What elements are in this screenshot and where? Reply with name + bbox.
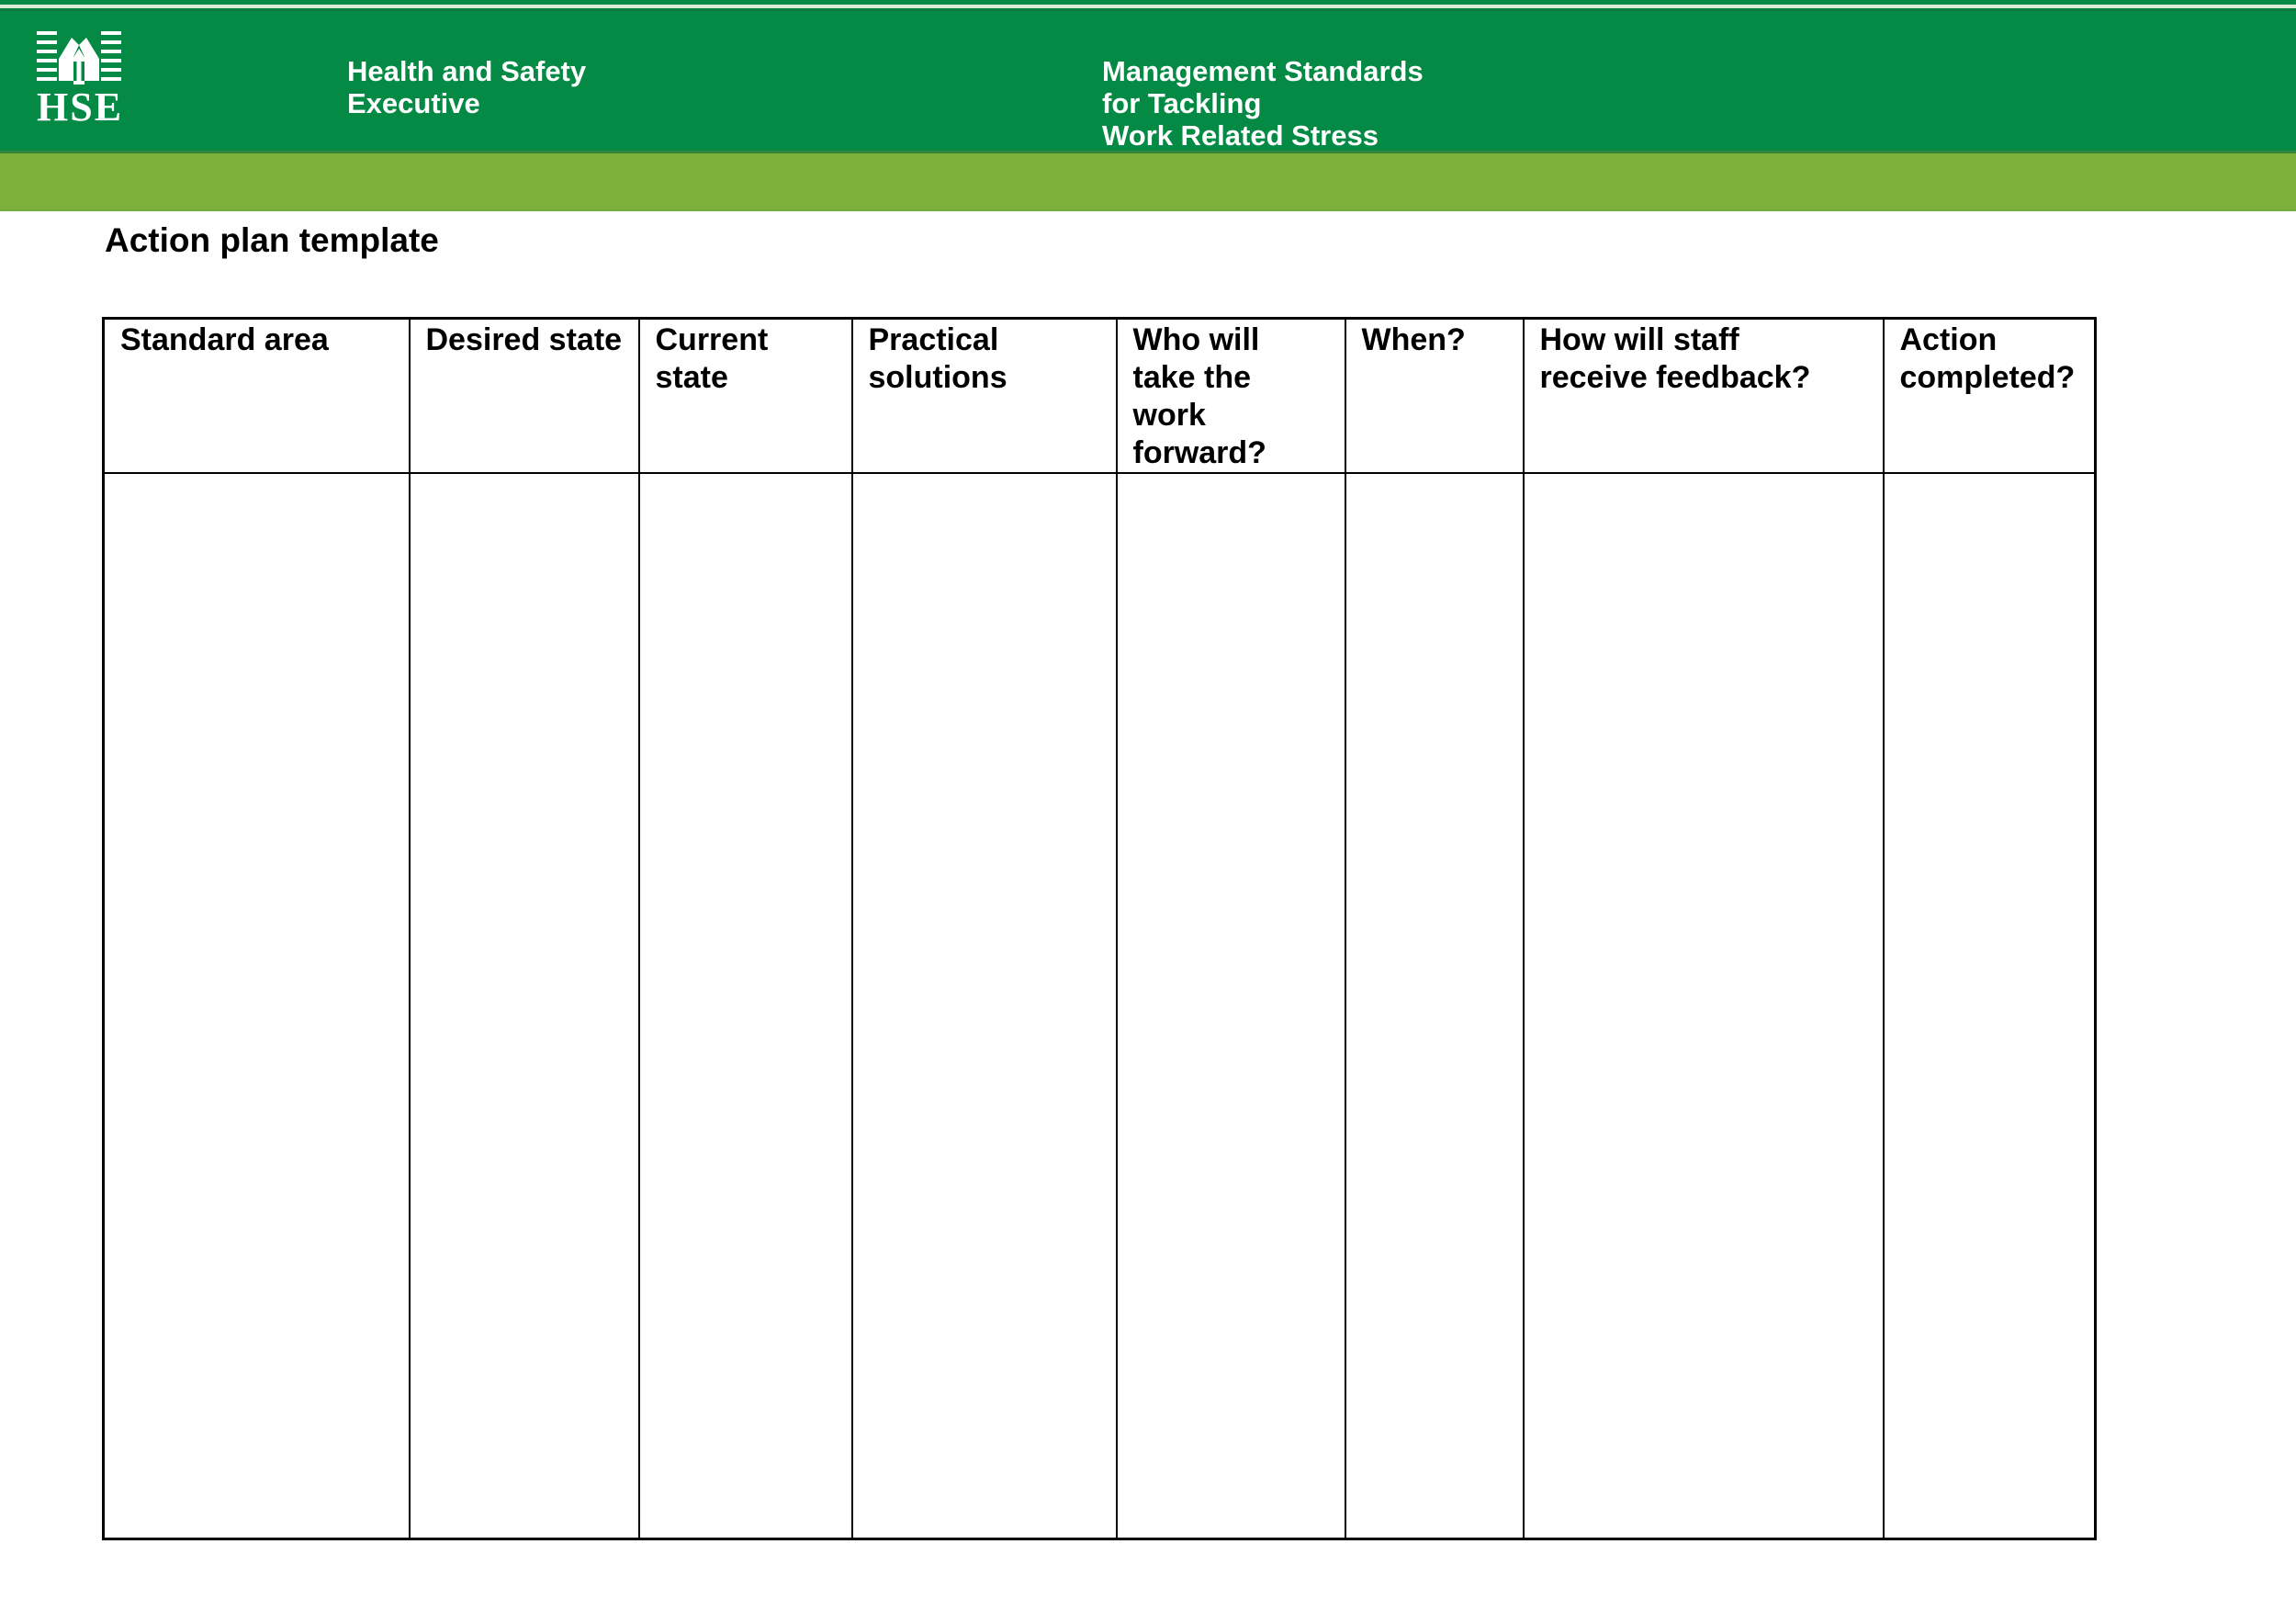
banner-pale-line: [0, 5, 2296, 8]
cell-current-state[interactable]: [637, 472, 853, 1539]
action-plan-table: Standard area Desired state Current stat…: [102, 317, 2097, 1540]
banner-bottom-edge: [0, 209, 2296, 211]
cell-action-completed[interactable]: [1882, 472, 2097, 1539]
banner-dark-band: [0, 11, 2296, 151]
page-title: Action plan template: [105, 221, 439, 259]
cell-desired-state[interactable]: [408, 472, 640, 1539]
column-header-desired-state: Desired state: [408, 317, 640, 474]
column-header-action-completed: Action completed?: [1882, 317, 2097, 474]
column-header-how-will-staff-receive-feedback: How will staff receive feedback?: [1522, 317, 1885, 474]
column-header-standard-area: Standard area: [102, 317, 411, 474]
table-header-row: Standard area Desired state Current stat…: [102, 317, 2097, 474]
column-header-when: When?: [1344, 317, 1525, 474]
column-header-who-will-take-work-forward: Who will take the work forward?: [1115, 317, 1346, 474]
table-row: [102, 472, 2097, 1539]
cell-how-will-staff-receive-feedback[interactable]: [1522, 472, 1885, 1539]
column-header-current-state: Current state: [637, 317, 853, 474]
org-name: Health and Safety Executive: [347, 55, 587, 119]
banner-top-stripe: [0, 0, 2296, 5]
program-title: Management Standards for Tackling Work R…: [1102, 55, 1424, 152]
cell-practical-solutions[interactable]: [850, 472, 1118, 1539]
cell-standard-area[interactable]: [102, 472, 411, 1539]
header-banner: HSE Health and Safety Executive Manageme…: [0, 0, 2296, 211]
hse-logo-text: HSE: [37, 85, 124, 130]
hse-logo: HSE: [37, 31, 121, 128]
banner-band-divider: [0, 151, 2296, 153]
hse-hands-arrow-icon: [37, 31, 121, 85]
banner-light-band: [0, 153, 2296, 209]
cell-who-will-take-work-forward[interactable]: [1115, 472, 1346, 1539]
banner-dark-line: [0, 8, 2296, 11]
column-header-practical-solutions: Practical solutions: [850, 317, 1118, 474]
cell-when[interactable]: [1344, 472, 1525, 1539]
